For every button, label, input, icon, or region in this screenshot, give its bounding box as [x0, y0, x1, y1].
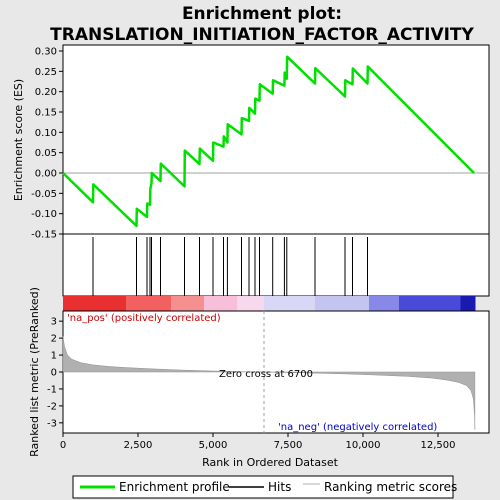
x-axis-label: Rank in Ordered Dataset: [202, 456, 339, 469]
color-bar-segment: [264, 296, 315, 311]
x-tick-label: 10,000: [346, 440, 381, 451]
color-bar-segment: [126, 296, 171, 311]
es-y-tick-label: 0.25: [35, 67, 57, 78]
metric-y-tick-label: 0: [51, 368, 57, 379]
es-panel-background: [62, 44, 490, 235]
hits-panel: [62, 233, 490, 297]
metric-y-tick-label: 2: [51, 334, 57, 345]
metric-y-axis-label: Ranked list metric (PreRanked): [28, 287, 41, 457]
metric-x-ticks: 0 2,500 5,000 7,500 10,000 12,500: [60, 433, 456, 451]
color-bar-segment: [63, 296, 126, 311]
metric-y-tick-label: 1: [51, 351, 57, 362]
rank-color-bar: [63, 296, 476, 311]
pos-correlated-label: 'na_pos' (positively correlated): [67, 313, 221, 324]
metric-y-tick-label: -3: [47, 418, 57, 429]
metric-y-tick-label: -1: [47, 384, 57, 395]
title-line-2: TRANSLATION_INITIATION_FACTOR_ACTIVITY: [50, 25, 474, 45]
es-y-tick-label: 0.10: [35, 128, 57, 139]
es-y-tick-label: 0.05: [35, 148, 57, 159]
x-tick-label: 5,000: [199, 440, 228, 451]
es-y-tick-label: 0.15: [35, 108, 57, 119]
enrichment-profile-line: [62, 55, 475, 228]
metric-area-group: [62, 311, 476, 433]
neg-correlated-label: 'na_neg' (negatively correlated): [278, 422, 437, 433]
x-tick-label: 7,500: [274, 440, 303, 451]
x-tick-label: 0: [60, 440, 66, 451]
es-y-axis-label: Enrichment score (ES): [12, 79, 25, 201]
legend-metric-label: Ranking metric scores: [324, 480, 457, 494]
es-y-tick-label: 0.20: [35, 87, 57, 98]
color-bar-segment: [315, 296, 369, 311]
es-line-group: [62, 55, 475, 228]
es-panel: 0.30 0.25 0.20 0.15 0.10 0.05 0.00 -0.05 -0.10 -0…: [12, 44, 490, 241]
es-y-ticks: 0.30 0.25 0.20 0.15 0.10 0.05 0.00 -0.05 -0.10 -0…: [31, 47, 63, 241]
color-bar-segment: [237, 296, 264, 311]
zero-cross-label: Zero cross at 6700: [219, 369, 313, 380]
hits-group: [92, 237, 368, 296]
ranking-metric-area: [62, 336, 476, 430]
es-y-tick-label: 0.00: [35, 169, 57, 180]
legend: Enrichment profile Hits Ranking metric s…: [72, 475, 457, 499]
metric-y-ticks: 3 2 1 0 -1 -2 -3: [47, 317, 63, 429]
es-y-tick-label: -0.05: [31, 189, 57, 200]
color-bar-segment: [460, 296, 476, 311]
x-tick-label: 2,500: [124, 440, 153, 451]
es-y-tick-label: -0.10: [31, 209, 57, 220]
color-bar-segment: [369, 296, 399, 311]
metric-y-tick-label: -2: [47, 401, 57, 412]
color-bar-segment: [399, 296, 461, 311]
color-bar-segment: [204, 296, 237, 311]
hits-panel-background: [62, 233, 490, 297]
es-y-tick-label: 0.30: [35, 47, 57, 58]
metric-y-tick-label: 3: [51, 317, 57, 328]
legend-es-label: Enrichment profile: [119, 480, 230, 494]
title-line-1: Enrichment plot:: [182, 4, 342, 24]
color-bar-segment: [171, 296, 204, 311]
es-y-tick-label: -0.15: [31, 230, 57, 241]
legend-hits-label: Hits: [268, 480, 291, 494]
x-tick-label: 12,500: [421, 440, 456, 451]
